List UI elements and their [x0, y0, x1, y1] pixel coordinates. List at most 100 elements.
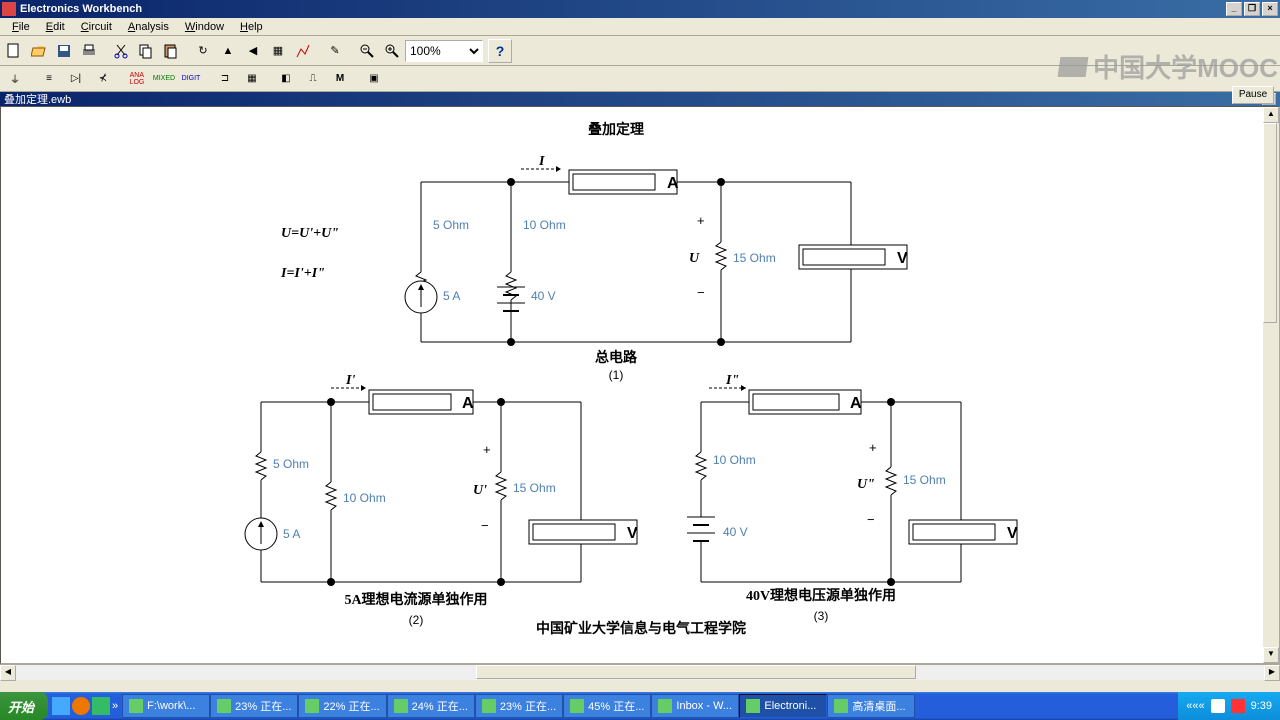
svg-text:5 Ohm: 5 Ohm [433, 218, 469, 232]
task-button[interactable]: 22% 正在... [298, 694, 386, 718]
mixed-button[interactable]: MIXED [151, 68, 177, 90]
save-button[interactable] [52, 39, 76, 63]
hscroll-thumb[interactable] [476, 665, 916, 679]
copy-button[interactable] [134, 39, 158, 63]
misc-button[interactable]: M [327, 68, 353, 90]
quick-launch: » [48, 697, 122, 715]
svg-text:40V理想电压源单独作用: 40V理想电压源单独作用 [746, 587, 896, 604]
scroll-left-button[interactable]: ◀ [0, 665, 16, 681]
tray-icon-2[interactable] [1231, 699, 1245, 713]
scroll-up-button[interactable]: ▲ [1263, 107, 1279, 123]
diagram-title: 叠加定理 [588, 121, 644, 138]
menu-help[interactable]: Help [232, 19, 271, 35]
ql-icon-3[interactable] [92, 697, 110, 715]
svg-text:5A理想电流源单独作用: 5A理想电流源单独作用 [344, 591, 487, 608]
svg-text:+: + [483, 442, 491, 457]
task-button[interactable]: 23% 正在... [210, 694, 298, 718]
rotate-button[interactable]: ↻ [191, 39, 215, 63]
print-button[interactable] [77, 39, 101, 63]
circuit-canvas[interactable]: ▲ ▼ 叠加定理 U=U'+U" I=I'+I" [0, 106, 1280, 664]
new-button[interactable] [2, 39, 26, 63]
diode-button[interactable]: ▷| [63, 68, 89, 90]
svg-text:总电路: 总电路 [595, 349, 638, 366]
basic-button[interactable]: ≡ [36, 68, 62, 90]
svg-text:U: U [689, 251, 700, 266]
system-tray[interactable]: ««« 9:39 [1178, 692, 1280, 720]
task-button[interactable]: Electroni... [739, 694, 827, 718]
menu-window[interactable]: Window [177, 19, 232, 35]
circuit-1: A V I 5 Ohm 10 Ohm 15 Ohm 5 A 40 V + − U… [405, 154, 908, 382]
scroll-right-button[interactable]: ▶ [1264, 665, 1280, 681]
document-name: 叠加定理.ewb [4, 91, 71, 107]
svg-text:5 A: 5 A [283, 527, 300, 541]
tray-icon-1[interactable] [1211, 699, 1225, 713]
indicator-button[interactable]: ◧ [273, 68, 299, 90]
vertical-scrollbar[interactable]: ▲ ▼ [1263, 107, 1279, 663]
ic-button[interactable]: ▦ [239, 68, 265, 90]
ie-icon[interactable] [52, 697, 70, 715]
flip-h-button[interactable]: ▲ [216, 39, 240, 63]
equation-i: I=I'+I" [280, 266, 325, 281]
minimize-button[interactable]: _ [1226, 2, 1242, 16]
svg-text:V: V [627, 525, 638, 542]
digital-button[interactable]: DIGIT [178, 68, 204, 90]
menu-edit[interactable]: Edit [38, 19, 73, 35]
svg-text:A: A [462, 395, 474, 412]
instrument-button[interactable]: ▣ [361, 68, 387, 90]
task-buttons: F:\work\...23% 正在...22% 正在...24% 正在...23… [122, 692, 1176, 720]
logic-button[interactable]: ⊐ [212, 68, 238, 90]
menu-circuit[interactable]: Circuit [73, 19, 120, 35]
task-button[interactable]: Inbox - W... [651, 694, 739, 718]
flip-v-button[interactable]: ◀ [241, 39, 265, 63]
clock: 9:39 [1251, 700, 1272, 712]
equation-u: U=U'+U" [281, 226, 339, 241]
maximize-button[interactable]: ❐ [1244, 2, 1260, 16]
svg-text:U": U" [857, 477, 875, 492]
svg-text:+: + [697, 213, 705, 228]
svg-text:I: I [538, 154, 545, 169]
svg-text:15 Ohm: 15 Ohm [733, 251, 776, 265]
task-button[interactable]: 高清桌面... [827, 694, 915, 718]
svg-text:(1): (1) [609, 368, 624, 382]
task-button[interactable]: 45% 正在... [563, 694, 651, 718]
analog-button[interactable]: ANALOG [124, 68, 150, 90]
scroll-down-button[interactable]: ▼ [1263, 647, 1279, 663]
close-button[interactable]: × [1262, 2, 1278, 16]
svg-text:I': I' [345, 373, 355, 388]
zoom-in-button[interactable] [380, 39, 404, 63]
graph-button[interactable] [291, 39, 315, 63]
transistor-button[interactable]: ⊀ [90, 68, 116, 90]
svg-text:A: A [850, 395, 862, 412]
task-button[interactable]: 23% 正在... [475, 694, 563, 718]
open-button[interactable] [27, 39, 51, 63]
horizontal-scrollbar[interactable]: ◀ ▶ [0, 664, 1280, 680]
task-button[interactable]: F:\work\... [122, 694, 210, 718]
pause-button[interactable]: Pause [1232, 86, 1274, 104]
props-button[interactable]: ✎ [323, 39, 347, 63]
firefox-icon[interactable] [72, 697, 90, 715]
svg-text:U': U' [473, 483, 487, 498]
svg-text:I": I" [725, 373, 739, 388]
task-button[interactable]: 24% 正在... [387, 694, 475, 718]
svg-text:40 V: 40 V [723, 525, 748, 539]
help-button[interactable]: ? [488, 39, 512, 63]
paste-button[interactable] [159, 39, 183, 63]
start-button[interactable]: 开始 [0, 692, 48, 720]
cut-button[interactable] [109, 39, 133, 63]
control-button[interactable]: ⎍ [300, 68, 326, 90]
subckt-button[interactable]: ▦ [266, 39, 290, 63]
sources-button[interactable]: ⏚ [2, 68, 28, 90]
svg-text:(2): (2) [409, 613, 424, 627]
zoom-out-button[interactable] [355, 39, 379, 63]
svg-text:+: + [869, 440, 877, 455]
zoom-select[interactable]: 100% [405, 40, 483, 62]
taskbar: 开始 » F:\work\...23% 正在...22% 正在...24% 正在… [0, 692, 1280, 720]
watermark-icon [1058, 57, 1089, 77]
svg-text:(3): (3) [814, 609, 829, 623]
svg-text:5 A: 5 A [443, 289, 460, 303]
menu-file[interactable]: File [4, 19, 38, 35]
vscroll-thumb[interactable] [1263, 123, 1277, 323]
circuit-3: A V I" 10 Ohm 15 Ohm 40 V + − U" 40V理想电压… [687, 373, 1018, 623]
svg-text:10 Ohm: 10 Ohm [343, 491, 386, 505]
menu-analysis[interactable]: Analysis [120, 19, 177, 35]
